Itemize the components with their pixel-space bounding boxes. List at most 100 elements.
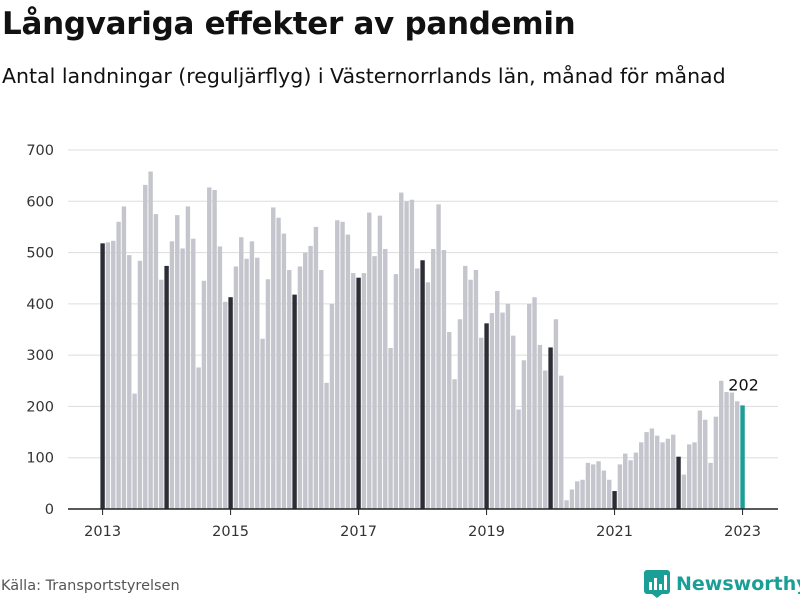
bar: [244, 258, 249, 509]
bar: [191, 238, 196, 509]
bar: [127, 255, 132, 509]
bar: [559, 375, 564, 509]
bar: [564, 500, 569, 509]
y-tick-label: 600: [26, 194, 54, 210]
bar: [735, 401, 740, 509]
bar: [271, 207, 276, 509]
bar: [393, 274, 399, 509]
bar: [671, 434, 676, 509]
bar: [164, 265, 169, 509]
bar: [399, 192, 404, 509]
y-tick-label: 0: [45, 502, 54, 518]
bar: [361, 273, 367, 509]
bar: [687, 444, 692, 509]
bar: [249, 241, 255, 509]
y-axis: 0 100 200 300 400 500 600 700: [26, 143, 54, 518]
bar: [132, 393, 137, 509]
bar: [255, 257, 260, 509]
bar: [473, 270, 479, 509]
source-note: Källa: Transportstyrelsen: [1, 578, 180, 594]
bar: [585, 462, 591, 509]
bar: [239, 237, 244, 509]
bar: [452, 379, 457, 509]
bar: [265, 279, 271, 509]
y-tick-label: 200: [26, 399, 54, 415]
x-tick-label: 2013: [84, 524, 121, 540]
bar: [569, 489, 575, 509]
bar: [383, 248, 388, 509]
y-tick-label: 700: [26, 143, 54, 159]
bar: [463, 265, 468, 509]
bar: [169, 241, 175, 509]
bar: [351, 273, 356, 509]
bar: [228, 297, 233, 509]
latest-value-label: 202: [728, 375, 759, 394]
bar: [601, 470, 607, 509]
y-tick-label: 100: [26, 451, 54, 467]
bar: [137, 260, 143, 509]
bar: [457, 319, 463, 509]
bar: [511, 335, 516, 509]
bar: [388, 347, 393, 509]
bar: [628, 460, 633, 509]
bar: [543, 370, 548, 509]
bar: [665, 438, 671, 509]
bar: [713, 416, 719, 509]
bar: [420, 260, 425, 509]
bar: [441, 250, 447, 509]
bar: [143, 184, 148, 510]
bar: [612, 491, 617, 509]
bar: [356, 277, 361, 509]
bar: [335, 220, 340, 510]
bar: [105, 242, 111, 510]
bar: [111, 240, 116, 510]
bar: [724, 392, 729, 509]
bar: [575, 481, 580, 509]
bar: [644, 432, 649, 509]
bar: [729, 392, 735, 509]
bar: [377, 215, 383, 509]
x-tick-label: 2017: [340, 524, 377, 540]
bar: [495, 291, 500, 509]
bar: [201, 280, 207, 509]
bar: [692, 442, 697, 509]
bar: [489, 313, 495, 509]
bar: [223, 301, 228, 509]
bar: [121, 206, 127, 509]
newsworthy-logo[interactable]: Newsworthy: [644, 570, 800, 598]
bar: [521, 360, 527, 509]
bar: [484, 323, 489, 509]
bar: [633, 452, 639, 509]
bar: [303, 252, 308, 510]
y-tick-label: 500: [26, 246, 54, 262]
chart-subtitle: Antal landningar (reguljärflyg) i Väster…: [2, 64, 726, 88]
bar: [297, 266, 303, 509]
bar: [703, 419, 708, 509]
bar: [217, 246, 223, 509]
x-axis: 2013 2015 2017 2019 2021 2023: [68, 508, 778, 540]
bar: [196, 367, 201, 509]
bar: [319, 270, 324, 509]
bar: [591, 464, 596, 509]
bar: [431, 248, 436, 509]
bar: [500, 312, 505, 509]
bar: [719, 380, 724, 509]
bar: [175, 215, 180, 509]
bar: [159, 279, 164, 509]
x-tick-label: 2019: [468, 524, 505, 540]
bar: [580, 479, 585, 509]
bar: [676, 456, 681, 509]
bar: [308, 245, 313, 509]
bar: [447, 332, 452, 509]
bar: [153, 214, 159, 509]
bar: [180, 248, 185, 509]
bar: [639, 442, 644, 509]
bar: [425, 282, 431, 509]
bars: [100, 171, 745, 510]
x-tick-label: 2023: [724, 524, 761, 540]
bar: [185, 206, 191, 509]
x-tick-label: 2021: [596, 524, 633, 540]
bar: [708, 462, 713, 509]
bar: [409, 199, 415, 510]
